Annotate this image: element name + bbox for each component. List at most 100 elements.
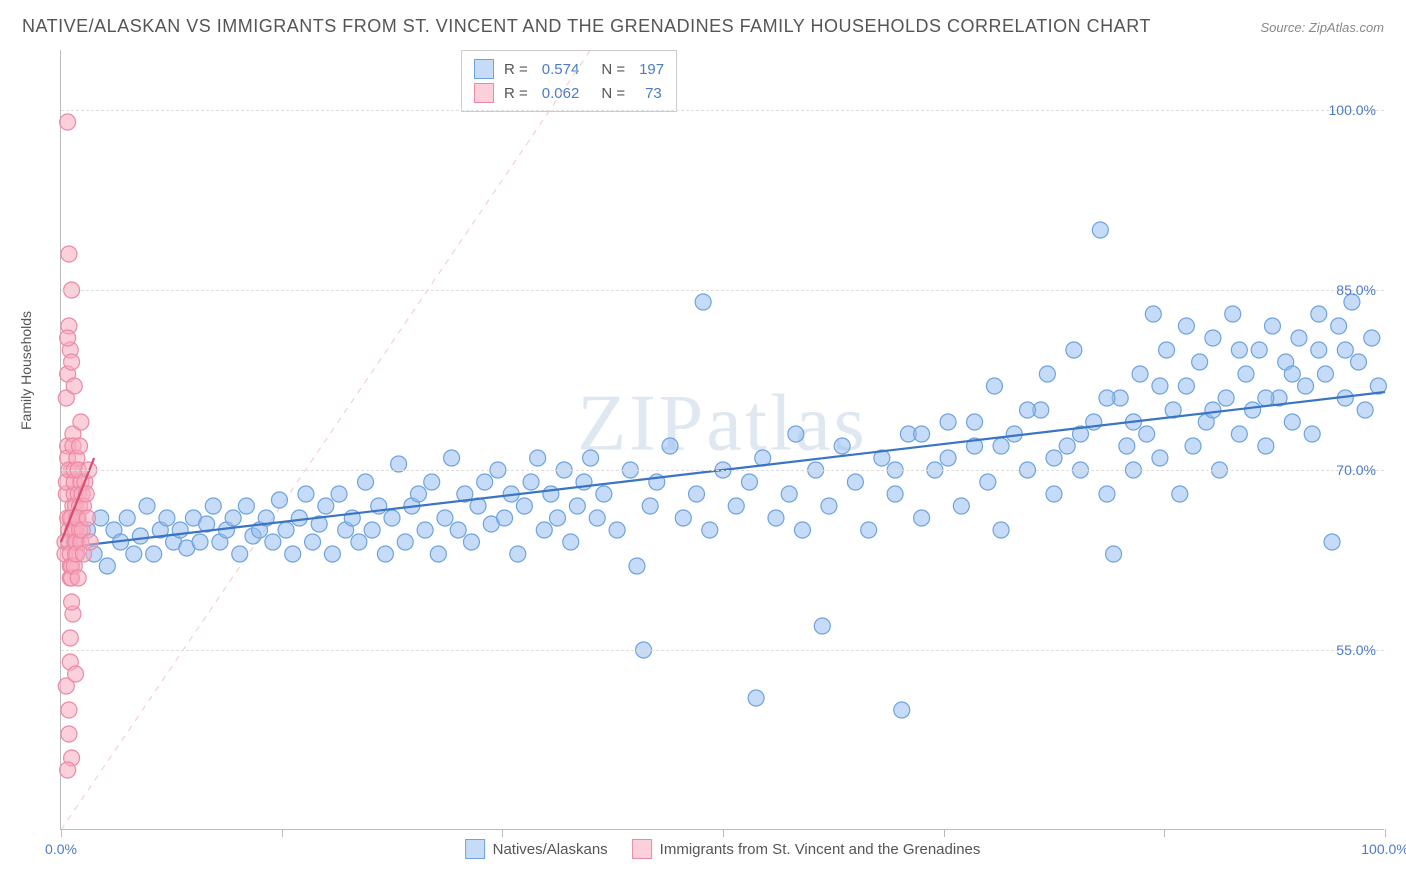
data-point bbox=[66, 378, 82, 394]
data-point bbox=[60, 330, 76, 346]
data-point bbox=[1066, 342, 1082, 358]
data-point bbox=[72, 438, 88, 454]
data-point bbox=[132, 528, 148, 544]
data-point bbox=[887, 486, 903, 502]
data-point bbox=[986, 378, 1002, 394]
data-point bbox=[1245, 402, 1261, 418]
data-point bbox=[1324, 534, 1340, 550]
data-point bbox=[146, 546, 162, 562]
data-point bbox=[1172, 486, 1188, 502]
data-point bbox=[324, 546, 340, 562]
y-tick-label: 55.0% bbox=[1336, 642, 1376, 658]
data-point bbox=[291, 510, 307, 526]
x-tick bbox=[61, 829, 62, 837]
data-point bbox=[61, 726, 77, 742]
data-point bbox=[61, 246, 77, 262]
data-point bbox=[1291, 330, 1307, 346]
x-tick-label: 0.0% bbox=[45, 841, 77, 857]
data-point bbox=[993, 522, 1009, 538]
data-point bbox=[993, 438, 1009, 454]
data-point bbox=[1046, 486, 1062, 502]
data-point bbox=[1304, 426, 1320, 442]
data-point bbox=[497, 510, 513, 526]
data-point bbox=[139, 498, 155, 514]
data-point bbox=[1145, 306, 1161, 322]
data-point bbox=[523, 474, 539, 490]
data-point bbox=[1337, 342, 1353, 358]
data-point bbox=[192, 534, 208, 550]
data-point bbox=[1192, 354, 1208, 370]
chart-plot-area: ZIPatlas R = 0.574 N = 197 R = 0.062 N =… bbox=[60, 50, 1384, 830]
data-point bbox=[351, 534, 367, 550]
data-point bbox=[384, 510, 400, 526]
data-point bbox=[397, 534, 413, 550]
data-point bbox=[821, 498, 837, 514]
chart-title: NATIVE/ALASKAN VS IMMIGRANTS FROM ST. VI… bbox=[22, 16, 1151, 37]
data-point bbox=[424, 474, 440, 490]
data-point bbox=[444, 450, 460, 466]
data-point bbox=[1178, 318, 1194, 334]
data-point bbox=[1099, 486, 1115, 502]
y-tick-label: 85.0% bbox=[1336, 282, 1376, 298]
data-point bbox=[894, 702, 910, 718]
series-swatch-pink bbox=[632, 839, 652, 859]
data-point bbox=[1132, 366, 1148, 382]
data-point bbox=[1218, 390, 1234, 406]
series-swatch-blue bbox=[465, 839, 485, 859]
data-point bbox=[1205, 402, 1221, 418]
x-tick bbox=[1385, 829, 1386, 837]
data-point bbox=[1092, 222, 1108, 238]
data-point bbox=[1317, 366, 1333, 382]
data-point bbox=[1251, 342, 1267, 358]
data-point bbox=[940, 414, 956, 430]
data-point bbox=[1258, 438, 1274, 454]
data-point bbox=[1331, 318, 1347, 334]
data-point bbox=[702, 522, 718, 538]
data-point bbox=[99, 558, 115, 574]
data-point bbox=[536, 522, 552, 538]
data-point bbox=[583, 450, 599, 466]
data-point bbox=[980, 474, 996, 490]
x-tick bbox=[723, 829, 724, 837]
data-point bbox=[1264, 318, 1280, 334]
data-point bbox=[1284, 366, 1300, 382]
gridline bbox=[61, 470, 1384, 471]
data-point bbox=[596, 486, 612, 502]
data-point bbox=[238, 498, 254, 514]
data-point bbox=[1231, 426, 1247, 442]
data-point bbox=[1364, 330, 1380, 346]
data-point bbox=[79, 510, 95, 526]
series-legend-item-blue: Natives/Alaskans bbox=[465, 839, 608, 859]
data-point bbox=[1099, 390, 1115, 406]
data-point bbox=[794, 522, 810, 538]
data-point bbox=[1159, 342, 1175, 358]
data-point bbox=[119, 510, 135, 526]
data-point bbox=[305, 534, 321, 550]
data-point bbox=[205, 498, 221, 514]
gridline bbox=[61, 110, 1384, 111]
data-point bbox=[232, 546, 248, 562]
data-point bbox=[1106, 546, 1122, 562]
x-tick bbox=[282, 829, 283, 837]
data-point bbox=[1185, 438, 1201, 454]
data-point bbox=[1298, 378, 1314, 394]
x-tick bbox=[502, 829, 503, 837]
data-point bbox=[437, 510, 453, 526]
gridline bbox=[61, 290, 1384, 291]
series-label-blue: Natives/Alaskans bbox=[493, 841, 608, 858]
data-point bbox=[64, 594, 80, 610]
data-point bbox=[788, 426, 804, 442]
data-point bbox=[741, 474, 757, 490]
data-point bbox=[64, 354, 80, 370]
data-point bbox=[70, 570, 86, 586]
series-legend: Natives/Alaskans Immigrants from St. Vin… bbox=[465, 839, 981, 859]
data-point bbox=[1119, 438, 1135, 454]
data-point bbox=[364, 522, 380, 538]
data-point bbox=[358, 474, 374, 490]
data-point bbox=[940, 450, 956, 466]
data-point bbox=[1020, 402, 1036, 418]
data-point bbox=[73, 414, 89, 430]
data-point bbox=[477, 474, 493, 490]
data-point bbox=[609, 522, 625, 538]
data-point bbox=[953, 498, 969, 514]
